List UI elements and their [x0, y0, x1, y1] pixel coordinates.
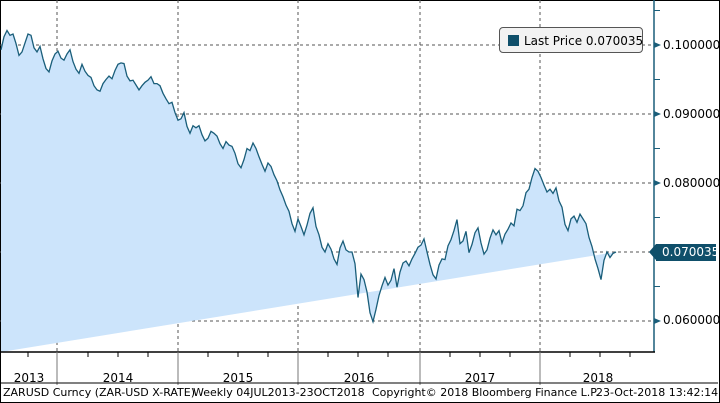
- x-label-2013: 2013: [13, 371, 45, 385]
- footer-copyright: Copyright© 2018 Bloomberg Finance L.P.: [372, 386, 599, 399]
- legend-value: 0.070035: [585, 34, 644, 48]
- footer-range: Weekly 04JUL2013-23OCT2018: [193, 386, 365, 399]
- footer-ticker: ZARUSD Curncy (ZAR-USD X-RATE): [3, 386, 196, 399]
- legend-label: Last Price: [524, 34, 583, 48]
- y-label-0080: 0.080000: [663, 176, 720, 190]
- last-price-tag: 0.070035: [649, 244, 719, 261]
- y-axis-ticks: [654, 10, 661, 324]
- legend-swatch-icon: [508, 35, 519, 46]
- y-label-0090: 0.090000: [663, 107, 720, 121]
- y-label-0100: 0.100000: [663, 38, 720, 52]
- x-axis-ticks: [27, 352, 631, 385]
- x-label-2018: 2018: [582, 371, 614, 385]
- footer-timestamp: 23-Oct-2018 13:42:14: [596, 386, 719, 399]
- x-label-2015: 2015: [222, 371, 254, 385]
- legend: Last Price 0.070035: [499, 27, 643, 53]
- x-label-2017: 2017: [464, 371, 496, 385]
- x-label-2014: 2014: [102, 371, 134, 385]
- y-label-0060: 0.060000: [663, 313, 720, 327]
- price-line: [0, 29, 617, 325]
- x-label-2016: 2016: [343, 371, 375, 385]
- price-area-fill: [1, 30, 616, 352]
